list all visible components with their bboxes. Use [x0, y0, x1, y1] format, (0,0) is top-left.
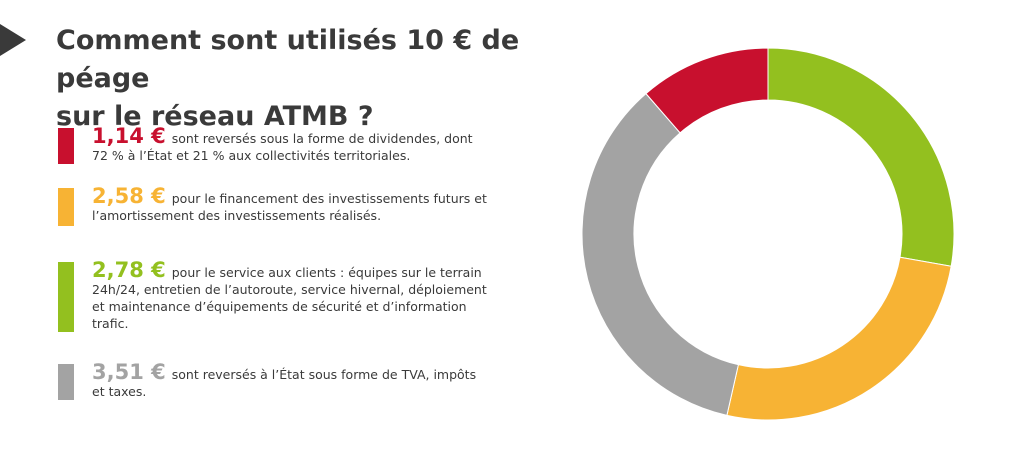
- legend-description: sont reversés sous la forme de dividende…: [92, 131, 473, 163]
- slice-investments: [726, 256, 952, 421]
- legend-description: pour le service aux clients : équipes su…: [92, 265, 487, 331]
- slice-taxes: [581, 92, 739, 416]
- page-title: Comment sont utilisés 10 € de péage sur …: [56, 22, 616, 136]
- title-line-1: Comment sont utilisés 10 € de péage: [56, 25, 520, 94]
- legend-description: pour le financement des investissements …: [92, 191, 487, 223]
- title-arrow-icon: [0, 24, 26, 56]
- legend-amount: 2,78 €: [92, 258, 166, 282]
- legend-amount: 3,51 €: [92, 360, 166, 384]
- legend-text-dividends: 1,14 € sont reversés sous la forme de div…: [92, 126, 492, 164]
- slice-service: [767, 47, 955, 267]
- legend-swatch-green: [58, 262, 74, 332]
- donut-chart: [581, 47, 955, 421]
- donut-slices: [581, 47, 955, 421]
- legend-text-taxes: 3,51 € sont reversés à l’État sous forme …: [92, 362, 492, 400]
- legend-text-service: 2,78 € pour le service aux clients : équi…: [92, 260, 492, 332]
- legend-description: sont reversés à l’État sous forme de TVA…: [92, 367, 477, 399]
- title-line-2: sur le réseau ATMB ?: [56, 101, 374, 132]
- legend-swatch-red: [58, 128, 74, 164]
- legend-amount: 1,14 €: [92, 124, 166, 148]
- legend-text-investments: 2,58 € pour le financement des investisse…: [92, 186, 492, 224]
- legend-amount: 2,58 €: [92, 184, 166, 208]
- slice-dividends: [645, 47, 769, 134]
- legend-swatch-orange: [58, 188, 74, 226]
- legend-swatch-gray: [58, 364, 74, 400]
